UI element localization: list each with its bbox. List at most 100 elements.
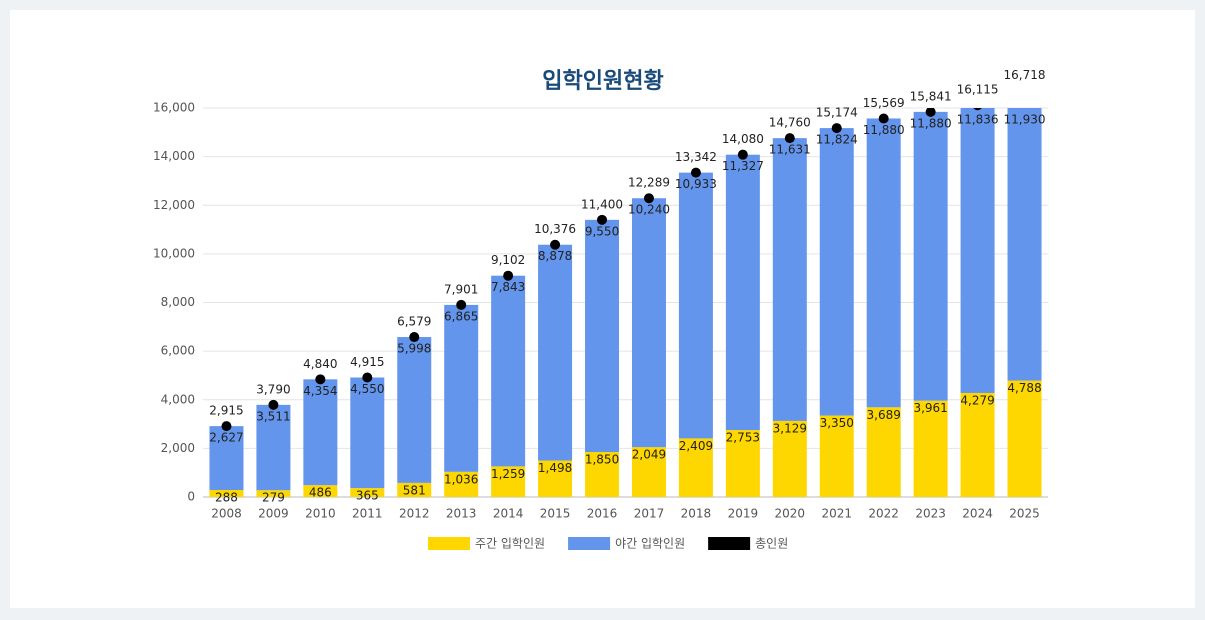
x-tick-label: 2008	[211, 507, 242, 521]
x-tick-label: 2019	[728, 507, 759, 521]
segment-label: 1,498	[538, 461, 572, 475]
segment-label: 7,843	[491, 280, 525, 294]
bar-segment	[1007, 380, 1042, 497]
total-label: 4,915	[350, 355, 384, 369]
x-tick-label: 2017	[634, 507, 665, 521]
x-tick-label: 2011	[352, 507, 383, 521]
segment-label: 4,550	[350, 382, 384, 396]
legend-label: 야간 입학인원	[615, 537, 685, 551]
total-marker	[362, 372, 373, 383]
bar-segment	[960, 392, 995, 497]
segment-label: 279	[262, 491, 285, 505]
total-label: 15,569	[863, 96, 905, 110]
segment-label: 4,354	[303, 384, 337, 398]
segment-label: 11,880	[863, 123, 905, 137]
bar-segment	[444, 304, 479, 472]
segment-label: 486	[309, 486, 332, 500]
segment-label: 2,049	[632, 448, 666, 462]
total-label: 15,841	[910, 89, 952, 103]
segment-label: 1,036	[444, 472, 478, 486]
bar-segment	[772, 138, 807, 421]
total-marker	[878, 113, 889, 124]
total-label: 10,376	[534, 222, 576, 236]
segment-label: 3,350	[820, 416, 854, 430]
bar-segment	[585, 219, 620, 453]
bar-segment	[1007, 108, 1042, 381]
legend-label: 주간 입학인원	[475, 537, 545, 551]
x-tick-label: 2023	[915, 507, 946, 521]
bar-segment	[678, 438, 713, 497]
segment-label: 1,850	[585, 453, 619, 467]
x-tick-label: 2021	[821, 507, 852, 521]
total-marker	[925, 108, 936, 117]
total-label: 15,174	[816, 106, 858, 120]
total-label: 4,840	[303, 357, 337, 371]
chart-title: 입학인원현황	[542, 69, 663, 94]
x-tick-label: 2016	[587, 507, 618, 521]
bar-segment	[303, 379, 338, 486]
bar-segment	[725, 154, 760, 431]
segment-label: 10,933	[675, 177, 717, 191]
total-label: 14,080	[722, 132, 764, 146]
x-tick-label: 2015	[540, 507, 571, 521]
bar-segment	[256, 404, 291, 491]
bar-segment	[585, 452, 620, 497]
x-tick-label: 2013	[446, 507, 477, 521]
legend-swatch	[428, 537, 470, 550]
segment-label: 2,753	[726, 431, 760, 445]
segment-label: 365	[356, 489, 379, 503]
bar-segment	[678, 172, 713, 439]
segment-label: 1,259	[491, 467, 525, 481]
bar-segment	[538, 460, 573, 497]
total-label: 11,400	[581, 197, 623, 211]
segment-label: 11,631	[769, 143, 811, 157]
total-label: 6,579	[397, 315, 431, 329]
bar-segment	[631, 198, 666, 448]
segment-label: 3,129	[773, 421, 807, 435]
segment-label: 2,627	[209, 431, 243, 445]
x-tick-label: 2012	[399, 507, 430, 521]
segment-label: 4,788	[1007, 381, 1041, 395]
bar-segment	[538, 244, 573, 461]
total-marker	[409, 332, 420, 343]
y-tick-label: 14,000	[153, 149, 195, 163]
total-marker	[221, 421, 232, 432]
bar-segment	[303, 485, 338, 497]
bar-segment	[819, 415, 854, 497]
total-label: 12,289	[628, 176, 670, 190]
total-label: 2,915	[209, 404, 243, 418]
x-tick-label: 2022	[868, 507, 899, 521]
segment-label: 11,930	[1004, 113, 1046, 127]
segment-label: 11,880	[910, 116, 952, 130]
x-tick-label: 2018	[681, 507, 712, 521]
total-marker	[268, 399, 279, 410]
bar-segment	[960, 108, 995, 393]
total-label: 3,790	[256, 382, 290, 396]
total-marker	[315, 374, 326, 385]
segment-label: 8,878	[538, 249, 572, 263]
legend-label: 총인원	[755, 537, 788, 551]
bar-segment	[772, 420, 807, 497]
total-marker	[456, 299, 467, 310]
segment-label: 11,836	[957, 113, 999, 127]
y-tick-label: 2,000	[161, 441, 195, 455]
segment-label: 3,511	[256, 409, 290, 423]
y-tick-label: 0	[187, 490, 195, 504]
bar-segment	[350, 377, 385, 489]
y-tick-label: 16,000	[153, 101, 195, 115]
segment-label: 581	[403, 483, 426, 497]
total-marker	[973, 108, 982, 111]
bar-segment	[491, 466, 526, 497]
bar-segment	[631, 447, 666, 497]
segment-label: 10,240	[628, 203, 670, 217]
total-marker	[550, 239, 561, 250]
segment-label: 4,279	[960, 393, 994, 407]
segment-label: 3,689	[867, 408, 901, 422]
total-marker	[643, 193, 654, 204]
y-tick-label: 12,000	[153, 198, 195, 212]
total-marker	[503, 270, 514, 281]
segment-label: 6,865	[444, 309, 478, 323]
bar-segment	[866, 407, 901, 497]
